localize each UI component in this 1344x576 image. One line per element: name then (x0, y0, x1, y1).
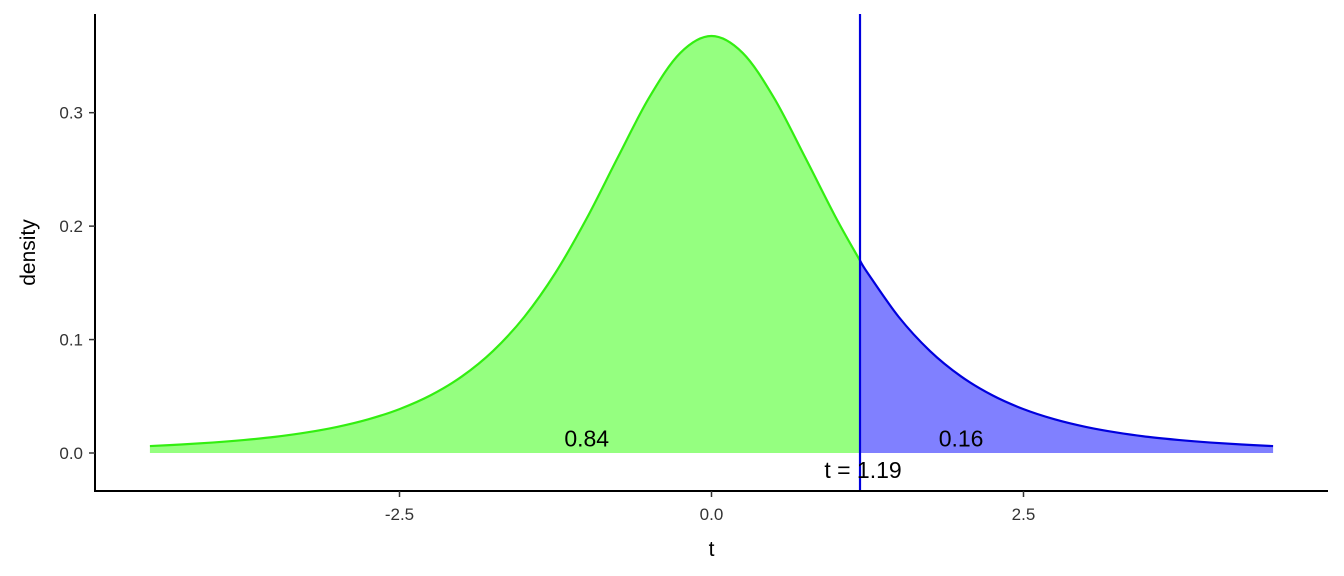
x-tick-label: 2.5 (1012, 505, 1036, 524)
density-curve-1 (859, 260, 1274, 448)
y-axis-title: density (17, 219, 40, 286)
x-tick-label: 0.0 (700, 505, 724, 524)
x-tick-label: -2.5 (385, 505, 414, 524)
threshold-label: t = 1.19 (824, 457, 901, 483)
region-fill-1 (860, 260, 1274, 453)
y-tick-label: 0.2 (59, 217, 83, 236)
region-probability-label: 0.16 (939, 425, 984, 451)
x-axis-title: t (709, 538, 715, 561)
y-tick-label: 0.3 (59, 104, 83, 123)
region-fill-0 (149, 36, 861, 453)
y-tick-label: 0.1 (59, 331, 83, 350)
density-curve-0 (149, 34, 861, 448)
region-probability-label: 0.84 (564, 425, 609, 451)
y-tick-label: 0.0 (59, 444, 83, 463)
